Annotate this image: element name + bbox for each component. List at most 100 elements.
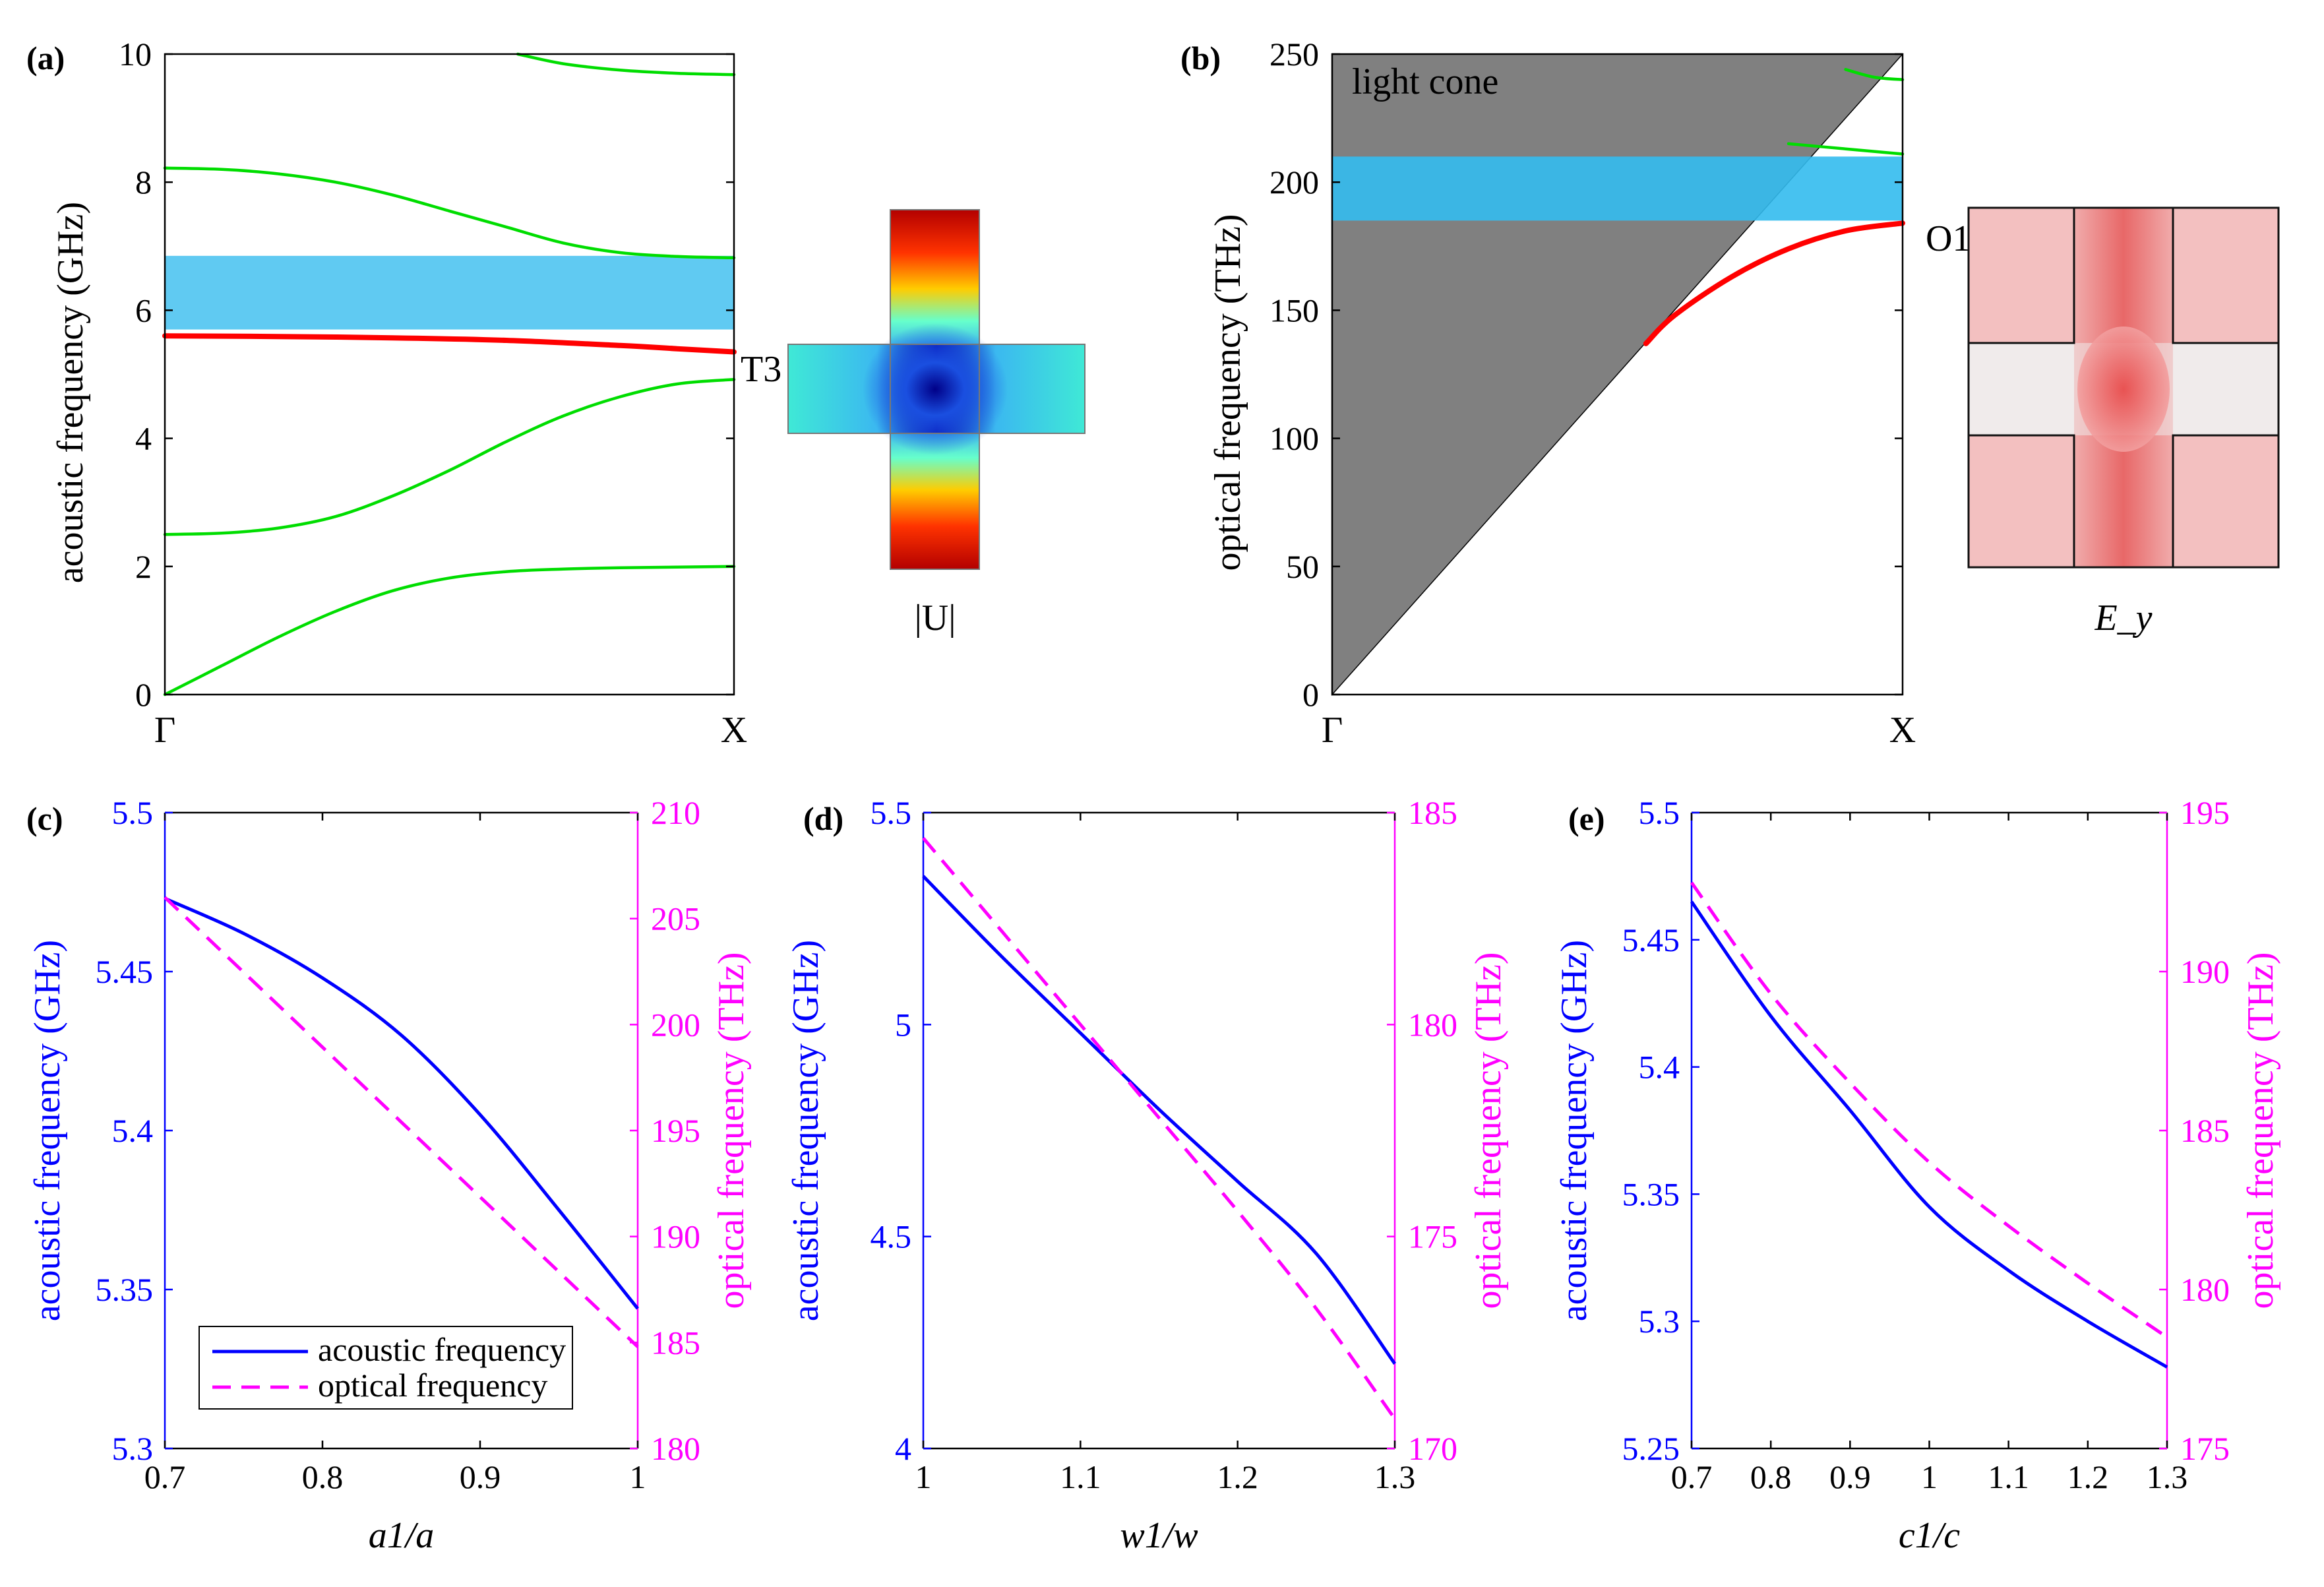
panel-d: (d) 1 1.1 1.2 1.3 4 4.5 5 5.5 170 175 180 185 acoust… [785,794,1509,1556]
plot-area-c: 0.7 0.8 0.9 1 5.3 5.35 5.4 5.45 5.5 180 185 190 195 2… [27,794,752,1556]
acoustic-frequency-line [164,896,639,1310]
y-right-tick-label-2: 180 [1408,1006,1457,1043]
band-line-3 [1844,68,1905,82]
xlabel: c1/c [1899,1515,1960,1556]
y-tick-label-3: 6 [135,292,152,328]
y-right-tick-label-3: 195 [651,1112,700,1149]
cross-boundary-lines [1969,208,2278,567]
x-tick-label-0: 1 [915,1458,932,1495]
y-tick-label-4: 8 [135,164,152,201]
y-right-tick-label-0: 180 [651,1430,700,1467]
x-tick-label-1: X [721,710,747,751]
ylabel-right: optical frequency (THz) [2240,952,2281,1309]
panel-label-c: (c) [26,800,63,837]
y-left-tick-label-0: 5.25 [1622,1430,1680,1467]
field-corner-tl [1969,208,2074,343]
ylabel-a: acoustic frequency (GHz) [50,202,91,583]
panel-label-d: (d) [803,800,843,837]
field-center-lobe [2077,327,2170,452]
y-left-tick-label-4: 5.5 [112,794,154,831]
ylabel-left: acoustic frequency (GHz) [27,940,68,1321]
panel-label-b: (b) [1180,40,1221,77]
x-tick-label-2: 0.9 [1829,1458,1871,1495]
y-right-tick-label-2: 185 [2180,1112,2230,1149]
field-corner-br [2173,435,2278,567]
legend-label-acoustic: acoustic frequency [318,1331,566,1368]
y-right-tick-label-4: 195 [2180,794,2230,831]
annotation-t3: T3 [741,349,781,390]
x-tick-label-2: 0.9 [460,1458,501,1495]
x-tick-label-6: 1.3 [2147,1458,2188,1495]
y-left-tick-label-1: 4.5 [871,1218,912,1255]
light-cone-region [1331,53,1904,696]
field-corner-bl [1969,435,2074,567]
panel-c: (c) 0.7 0.8 0.9 1 5.3 5.35 5.4 5.45 5.5 180 185 190… [26,794,752,1556]
ylabel-b: optical frequency (THz) [1208,214,1248,571]
x-tick-label-3: 1 [630,1458,646,1495]
cross-outline-vertical [890,209,980,570]
axes-frame [1331,53,1904,696]
light-cone-label: light cone [1352,61,1498,102]
panel-e: (e) 0.7 0.8 0.9 1 1.1 1.2 1.3 5.25 5.3 5.35 5.4 5.4… [1554,794,2281,1556]
plot-area-e: 0.7 0.8 0.9 1 1.1 1.2 1.3 5.25 5.3 5.35 5.4 5.45 5.5… [1554,794,2281,1556]
y-left-tick-label-2: 5 [895,1006,911,1043]
y-left-tick-label-4: 5.45 [1622,921,1680,958]
y-right-tick-label-0: 170 [1408,1430,1457,1467]
x-tick-label-0: 0.7 [144,1458,186,1495]
band-line-5 [516,52,736,77]
y-right-tick-label-1: 185 [651,1324,700,1361]
band-line-3 [162,333,737,355]
y-tick-label-2: 100 [1269,420,1319,457]
y-tick-label-0: 0 [1302,676,1319,713]
y-right-tick-label-0: 175 [2180,1430,2230,1467]
acoustic-frequency-line [1690,900,2168,1369]
legend-label-optical: optical frequency [318,1367,547,1404]
x-tick-label-1: X [1889,710,1916,751]
legend-box [199,1326,573,1410]
x-tick-label-3: 1 [1921,1458,1938,1495]
y-tick-label-1: 50 [1286,548,1319,585]
x-tick-label-4: 1.1 [1988,1458,2029,1495]
x-tick-label-1: 0.8 [302,1458,344,1495]
band-line-2 [163,378,736,536]
optical-frequency-line [922,836,1397,1420]
y-left-tick-label-1: 5.35 [96,1271,154,1308]
panel-label-e: (e) [1568,800,1605,837]
xlabel: w1/w [1120,1515,1198,1556]
y-right-tick-label-2: 190 [651,1218,700,1255]
plot-area-b: light cone 0 50 100 150 200 250 Γ X [1269,36,1916,751]
x-tick-label-2: 1.2 [1217,1458,1258,1495]
y-left-tick-label-3: 5.45 [96,953,154,990]
ylabel-left: acoustic frequency (GHz) [785,940,826,1321]
inset-displacement-field: |U| [787,209,1086,638]
y-left-tick-label-2: 5.35 [1622,1175,1680,1212]
y-tick-label-1: 2 [135,548,152,585]
inset-electric-field: E_y [1967,206,2280,638]
bandgap-band [165,255,734,330]
field-corner-tr [2173,208,2278,343]
inset-label-ey: E_y [2094,598,2152,638]
y-tick-label-0: 0 [135,676,152,713]
y-left-tick-label-1: 5.3 [1639,1303,1680,1340]
band-line-1 [1643,220,1905,346]
acoustic-frequency-line [922,875,1397,1365]
y-right-tick-label-6: 210 [651,794,700,831]
band-line-4 [163,166,736,260]
y-right-tick-label-1: 180 [2180,1271,2230,1308]
ylabel-left: acoustic frequency (GHz) [1554,940,1595,1321]
y-tick-label-3: 150 [1269,292,1319,328]
x-tick-label-1: 1.1 [1060,1458,1101,1495]
y-right-tick-label-3: 190 [2180,953,2230,990]
panel-a: (a) acoustic frequency (GHz) 0 2 4 6 8 10 Γ X T… [26,36,781,751]
y-right-tick-label-5: 205 [651,900,700,937]
annotation-o1: O1 [1926,218,1971,259]
x-tick-label-3: 1.3 [1374,1458,1416,1495]
y-tick-label-5: 250 [1269,36,1319,73]
field-frame-outline [1967,206,2280,569]
y-left-tick-label-0: 5.3 [112,1430,154,1467]
inset-label-u: |U| [915,598,956,638]
x-tick-label-0: Γ [1322,710,1343,751]
y-left-tick-label-2: 5.4 [112,1112,154,1149]
optical-frequency-line [1690,881,2168,1339]
